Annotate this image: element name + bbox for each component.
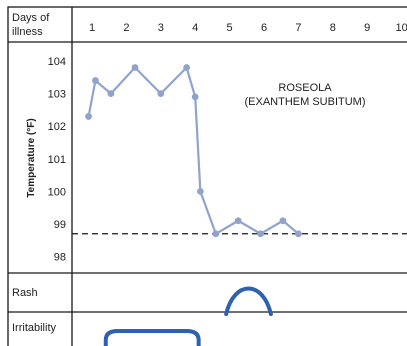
x-tick-label: 5 xyxy=(227,22,233,34)
y-tick-label: 99 xyxy=(54,219,66,231)
row-label-irritability: Irritability xyxy=(12,322,57,334)
x-tick-label: 6 xyxy=(261,22,267,34)
x-tick-label: 10 xyxy=(395,22,407,34)
header-label-illness: illness xyxy=(12,26,43,38)
symptom-bands xyxy=(103,286,273,346)
temperature-point xyxy=(257,230,264,238)
rash-duration-arc xyxy=(224,286,273,316)
temperature-point xyxy=(234,217,242,225)
chart-annotation-line-2: (EXANTHEM SUBITUM) xyxy=(245,96,366,108)
temperature-point xyxy=(279,217,287,225)
temperature-point xyxy=(131,64,139,71)
y-tick-label: 101 xyxy=(48,154,66,166)
temperature-point xyxy=(92,77,99,84)
row-label-rash: Rash xyxy=(12,287,38,299)
temperature-point xyxy=(157,90,165,97)
temperature-point xyxy=(85,113,92,120)
temperature-point xyxy=(212,230,220,238)
y-tick-label: 98 xyxy=(54,252,66,264)
temperature-point xyxy=(295,230,302,238)
y-axis-label: Temperature (°F) xyxy=(26,118,37,197)
y-axis-ticks: 104 103 102 101 100 99 98 xyxy=(48,56,66,264)
temperature-point xyxy=(191,93,199,101)
x-tick-label: 4 xyxy=(192,22,198,34)
temperature-line xyxy=(87,66,300,235)
y-tick-label: 104 xyxy=(48,56,66,68)
header-label-days: Days of xyxy=(12,12,50,24)
temperature-point xyxy=(196,188,204,195)
y-tick-label: 102 xyxy=(48,121,66,133)
chart-frame xyxy=(7,6,407,346)
x-tick-label: 8 xyxy=(330,22,336,34)
x-tick-label: 3 xyxy=(158,22,164,34)
x-tick-label: 9 xyxy=(364,22,370,34)
x-tick-label: 1 xyxy=(89,22,95,34)
x-axis-ticks: 1 2 3 4 5 6 7 8 9 10 xyxy=(89,22,407,34)
x-tick-label: 7 xyxy=(295,22,301,34)
temperature-point xyxy=(107,90,115,97)
y-tick-label: 100 xyxy=(48,186,66,198)
y-tick-label: 103 xyxy=(48,89,66,101)
chart-annotation-line-1: ROSEOLA xyxy=(278,82,332,94)
temperature-point xyxy=(183,64,191,71)
x-tick-label: 2 xyxy=(123,22,129,34)
plot-area xyxy=(72,64,407,238)
irritability-duration-band xyxy=(103,329,201,346)
